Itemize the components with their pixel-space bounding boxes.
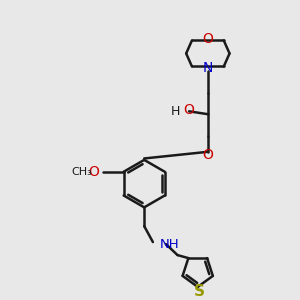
Text: O: O bbox=[89, 165, 100, 179]
Text: N: N bbox=[203, 61, 213, 75]
Text: CH₃: CH₃ bbox=[71, 167, 92, 177]
Text: S: S bbox=[194, 284, 205, 299]
Text: O: O bbox=[202, 32, 213, 46]
Text: NH: NH bbox=[160, 238, 180, 250]
Text: O: O bbox=[202, 148, 213, 162]
Text: H: H bbox=[171, 105, 180, 118]
Text: O: O bbox=[183, 103, 194, 117]
